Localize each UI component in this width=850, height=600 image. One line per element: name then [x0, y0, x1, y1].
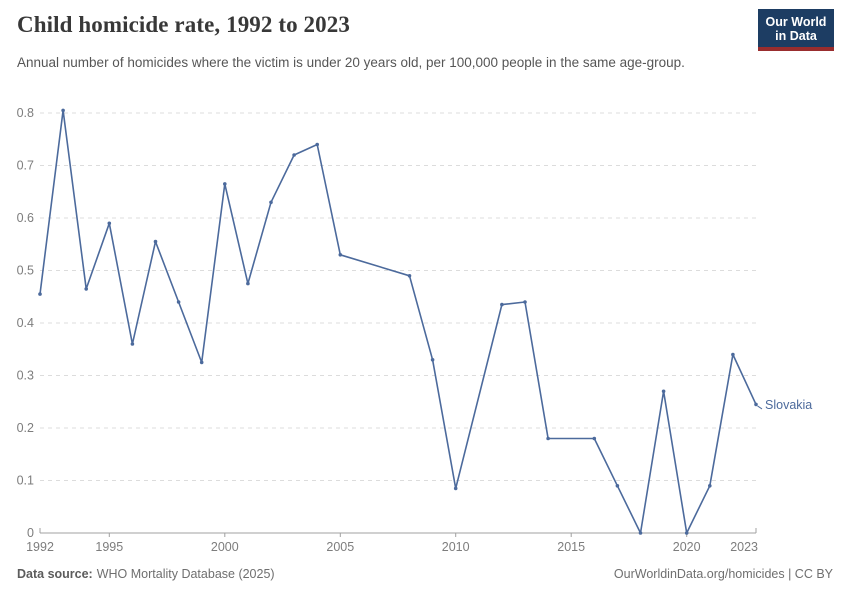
series-label-slovakia[interactable]: Slovakia — [765, 398, 812, 412]
data-point-2021[interactable] — [708, 484, 712, 488]
line-chart-canvas[interactable]: 0 0.1 0.2 0.3 0.4 0.5 0.6 0.7 0.8 1992 1995 2000 200… — [0, 0, 850, 562]
y-tick-label: 0.1 — [17, 474, 34, 488]
data-point-2014[interactable] — [546, 436, 550, 441]
x-tick-label: 1995 — [95, 540, 123, 554]
data-point-1998[interactable] — [176, 300, 181, 304]
x-tick-label: 2005 — [326, 540, 354, 554]
y-tick-label: 0.2 — [17, 421, 34, 435]
data-point-2012[interactable] — [500, 302, 504, 307]
footer-source: Data source: WHO Mortality Database (2025… — [17, 567, 275, 581]
data-point-2016[interactable] — [592, 436, 597, 441]
data-point-2001[interactable] — [246, 281, 250, 286]
y-tick-label: 0.7 — [17, 159, 34, 173]
data-point-2010[interactable] — [453, 486, 458, 491]
y-tick-label: 0 — [27, 526, 34, 540]
owid-logo-accent-bar — [758, 47, 834, 51]
y-tick-label: 0.4 — [17, 316, 34, 330]
data-point-1997[interactable] — [153, 239, 158, 244]
y-tick-label: 0.5 — [17, 264, 34, 278]
data-point-2004[interactable] — [315, 142, 320, 147]
data-point-1995[interactable] — [107, 221, 112, 226]
data-point-2003[interactable] — [292, 153, 296, 157]
data-point-1996[interactable] — [130, 342, 135, 346]
footer-link[interactable]: OurWorldinData.org/homicides | CC BY — [613, 567, 833, 581]
data-point-2018[interactable] — [638, 531, 643, 535]
x-tick-label: 2023 — [730, 540, 758, 554]
y-tick-label: 0.3 — [17, 369, 34, 383]
footer-source-label: Data source: — [17, 567, 93, 581]
owid-logo[interactable]: Our World in Data — [758, 9, 834, 51]
data-point-2019[interactable] — [661, 389, 666, 394]
x-tick-label: 2010 — [442, 540, 470, 554]
data-point-2013[interactable] — [523, 300, 527, 304]
data-point-2022[interactable] — [731, 352, 735, 357]
data-point-2017[interactable] — [615, 484, 620, 488]
chart-subtitle: Annual number of homicides where the vic… — [17, 55, 685, 70]
owid-logo-text-line2: in Data — [775, 29, 817, 43]
x-tick-label: 1992 — [26, 540, 54, 554]
page-title: Child homicide rate, 1992 to 2023 — [17, 12, 350, 37]
y-tick-label: 0.6 — [17, 211, 34, 225]
data-point-1993[interactable] — [61, 108, 65, 113]
x-tick-label: 2015 — [557, 540, 585, 554]
x-tick-label: 2020 — [673, 540, 701, 554]
data-point-2009[interactable] — [430, 358, 435, 362]
data-point-2008[interactable] — [407, 274, 412, 278]
y-tick-label: 0.8 — [17, 106, 34, 120]
x-tick-label: 2000 — [211, 540, 239, 554]
data-point-2000[interactable] — [223, 182, 227, 186]
chart-footer: Data source: WHO Mortality Database (2025… — [17, 567, 833, 581]
series-label-connector — [757, 405, 763, 410]
data-point-1992[interactable] — [38, 292, 42, 296]
series-line-slovakia[interactable] — [39, 109, 757, 534]
data-point-1999[interactable] — [199, 360, 204, 365]
data-point-1994[interactable] — [84, 287, 88, 291]
data-point-2005[interactable] — [338, 253, 343, 257]
data-point-2020[interactable] — [684, 531, 689, 535]
data-point-2002[interactable] — [269, 200, 273, 205]
data-point-2023[interactable] — [754, 402, 758, 407]
owid-logo-text-line1: Our World — [765, 15, 827, 29]
footer-source-value: WHO Mortality Database (2025) — [96, 567, 275, 581]
